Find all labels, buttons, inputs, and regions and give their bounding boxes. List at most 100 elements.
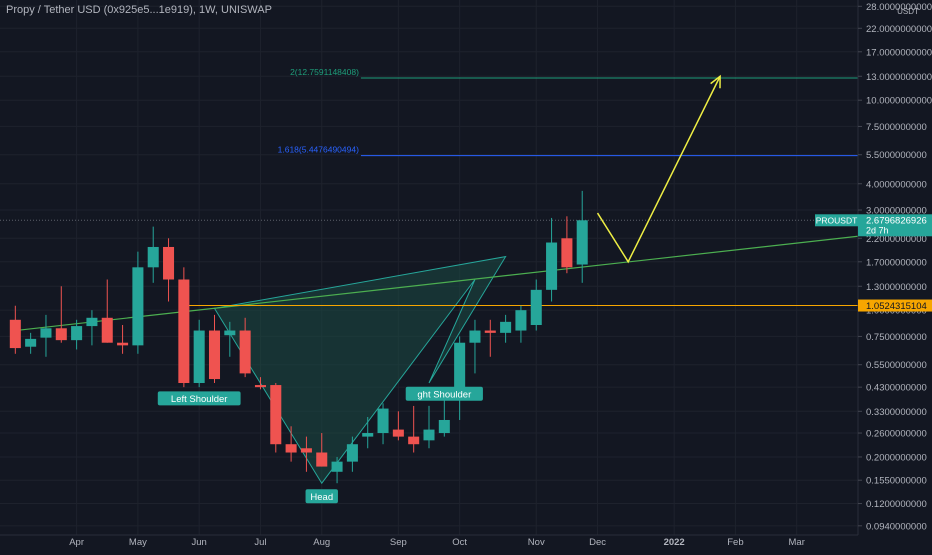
pair-symbol-tag xyxy=(815,214,858,227)
price-axis[interactable]: 28.0000000000 22.0000000000 17.0000000000 1… xyxy=(815,2,932,533)
candle-body xyxy=(515,310,527,331)
candle-body xyxy=(254,385,266,388)
price-tick-label: 3.0000000000 xyxy=(866,205,927,216)
candle-body xyxy=(163,246,175,280)
price-tick-label: 10.0000000000 xyxy=(866,96,932,107)
price-tick-label: 7.5000000000 xyxy=(866,122,927,133)
time-tick-label: Apr xyxy=(69,537,84,548)
candle-body xyxy=(530,289,542,326)
price-tick-label: 0.4300000000 xyxy=(866,383,927,394)
last-price-label: 2.6796826926 xyxy=(866,215,927,226)
candle-body xyxy=(117,342,129,346)
price-tick-label: 0.7500000000 xyxy=(866,332,927,343)
candle-body xyxy=(208,330,221,380)
candle-body xyxy=(285,444,297,453)
candle-body xyxy=(362,433,374,437)
price-tick-label: 2.2000000000 xyxy=(866,234,927,245)
candle-body xyxy=(561,238,573,268)
price-tick-label: 4.0000000000 xyxy=(866,179,927,190)
candle-body xyxy=(40,328,52,338)
trend-lines: 2(12.7591148408) 1.618(5.4476490494) xyxy=(0,67,859,332)
candle-body xyxy=(546,242,558,290)
time-tick-label: Nov xyxy=(528,537,545,548)
projection-arrow xyxy=(596,75,721,264)
last-price-tag xyxy=(858,214,932,237)
candle-body xyxy=(346,444,358,462)
head-label-bg xyxy=(305,489,338,504)
candle-body xyxy=(331,461,343,472)
price-tick-label: 1.7000000000 xyxy=(866,257,927,268)
candle-body xyxy=(224,330,236,336)
price-tick-label: 1.3000000000 xyxy=(866,282,927,293)
candle-body xyxy=(316,452,328,467)
left-shoulder-label: Left Shoulder xyxy=(171,394,228,405)
candle-body xyxy=(576,220,588,265)
support-price-tag xyxy=(858,299,932,312)
time-tick-label: Dec xyxy=(589,537,606,548)
price-tick-label: 0.1550000000 xyxy=(866,476,927,487)
candle-body xyxy=(178,279,190,384)
candle-body xyxy=(300,448,312,453)
candle-body xyxy=(270,385,282,445)
candle-body xyxy=(55,328,67,341)
price-tick-label: 28.0000000000 xyxy=(866,2,932,13)
price-tick-label: 13.0000000000 xyxy=(866,72,932,83)
candle-body xyxy=(469,330,481,343)
candle-body xyxy=(500,321,512,333)
right-shoulder-label: ght Shoulder xyxy=(417,389,471,400)
price-tick-label: 0.2600000000 xyxy=(866,429,927,440)
fib2-label: 2(12.7591148408) xyxy=(290,67,359,77)
time-tick-label: Oct xyxy=(452,537,467,548)
price-axis-unit: USDT xyxy=(897,7,919,16)
candle-body xyxy=(193,330,205,384)
price-tick-label: 0.0940000000 xyxy=(866,521,927,532)
time-axis[interactable]: Apr May Jun Jul Aug Sep Oct Nov Dec 2022 Feb Mar xyxy=(69,537,805,548)
time-tick-label: Mar xyxy=(789,537,805,548)
time-tick-label: Jul xyxy=(254,537,266,548)
price-tick-label: 0.2000000000 xyxy=(866,452,927,463)
countdown-label: 2d 7h xyxy=(866,225,889,235)
candle-body xyxy=(423,429,435,441)
candle-body xyxy=(392,429,404,437)
neckline xyxy=(15,235,859,332)
head-label: Head xyxy=(310,492,333,503)
price-tick-label: 0.3300000000 xyxy=(866,407,927,418)
chart-title: Propy / Tether USD (0x925e5...1e919), 1W… xyxy=(6,4,272,16)
projection-arrow-head xyxy=(710,74,721,89)
pattern-fill-layer xyxy=(213,255,507,485)
annotations: Left Shoulder Head ght Shoulder xyxy=(157,386,483,504)
price-tick-label: 0.1200000000 xyxy=(866,499,927,510)
candle-body xyxy=(25,338,37,347)
time-tick-label: Jun xyxy=(192,537,207,548)
candle-body xyxy=(408,436,420,445)
candle-body xyxy=(86,317,98,327)
support-price-label: 1.0524315104 xyxy=(866,301,927,312)
pair-symbol-label: PROUSDT xyxy=(816,215,858,225)
candle-body xyxy=(239,330,251,374)
candle-body xyxy=(454,342,466,394)
candle-body xyxy=(484,330,496,333)
right-shoulder-label-bg xyxy=(405,386,483,401)
candle-body xyxy=(147,246,159,268)
price-tick-label: 22.0000000000 xyxy=(866,24,932,35)
candles xyxy=(9,190,588,484)
candle-body xyxy=(377,408,389,434)
candle-body xyxy=(132,267,144,346)
left-shoulder-label-bg xyxy=(157,391,241,406)
projection-arrow-layer xyxy=(596,74,721,264)
candle-body xyxy=(438,419,450,434)
time-tick-label: May xyxy=(129,537,147,548)
candle-body xyxy=(101,317,113,343)
time-tick-label: Aug xyxy=(313,537,330,548)
candle-body xyxy=(71,326,83,341)
fib1618-label: 1.618(5.4476490494) xyxy=(278,145,359,155)
time-tick-label: 2022 xyxy=(664,537,685,548)
time-tick-label: Sep xyxy=(390,537,407,548)
price-tick-label: 17.0000000000 xyxy=(866,47,932,58)
candle-body xyxy=(9,319,21,349)
time-tick-label: Feb xyxy=(727,537,743,548)
price-tick-label: 0.5500000000 xyxy=(866,360,927,371)
